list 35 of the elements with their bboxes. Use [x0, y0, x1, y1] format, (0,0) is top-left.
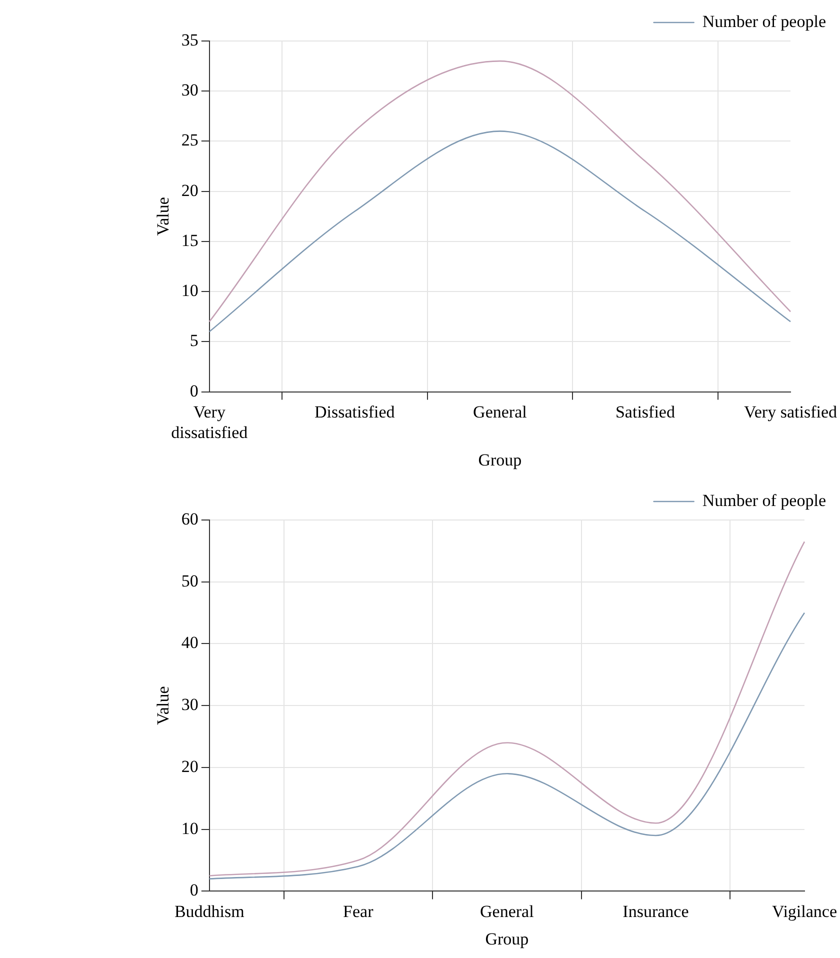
- x-tick-label: Satisfied: [615, 402, 676, 422]
- y-tick-label: 25: [181, 130, 198, 150]
- x-tick-label: Very satisfied: [744, 402, 838, 422]
- y-axis-title: Value: [154, 197, 173, 236]
- line-series: [208, 130, 792, 332]
- x-tick-label: Insurance: [622, 902, 689, 921]
- y-tick-label: 30: [181, 80, 198, 100]
- x-tick-label: Dissatisfied: [314, 402, 396, 422]
- y-tick-label: 15: [181, 230, 198, 250]
- line-series: [208, 60, 792, 322]
- y-tick-label: 10: [181, 818, 198, 838]
- legend-label: Number of people: [702, 490, 826, 510]
- x-tick-label: General: [473, 402, 528, 422]
- y-tick-label: 30: [181, 695, 198, 714]
- x-tick-label: General: [480, 902, 534, 921]
- line-series: [208, 541, 806, 876]
- y-tick-label: 50: [181, 571, 198, 590]
- x-tick-label: Vigilance: [772, 902, 837, 921]
- x-axis-title: Group: [478, 450, 522, 470]
- y-tick-label: 40: [181, 633, 198, 652]
- x-axis-title: Group: [485, 929, 529, 948]
- legend-label: Number of people: [702, 12, 826, 31]
- y-axis-title: Value: [154, 686, 173, 725]
- y-tick-label: 20: [181, 756, 198, 776]
- x-tick-label: Fear: [343, 902, 374, 921]
- y-tick-label: 20: [181, 180, 198, 200]
- y-tick-label: 5: [190, 331, 198, 350]
- y-tick-label: 0: [190, 880, 198, 900]
- y-tick-label: 60: [181, 509, 198, 528]
- line-series: [208, 612, 806, 880]
- y-tick-label: 35: [181, 30, 198, 50]
- x-tick-label: Very dissatisfied: [171, 402, 248, 442]
- x-tick-label: Buddhism: [174, 902, 244, 921]
- y-tick-label: 10: [181, 281, 198, 300]
- y-tick-label: 0: [190, 381, 198, 400]
